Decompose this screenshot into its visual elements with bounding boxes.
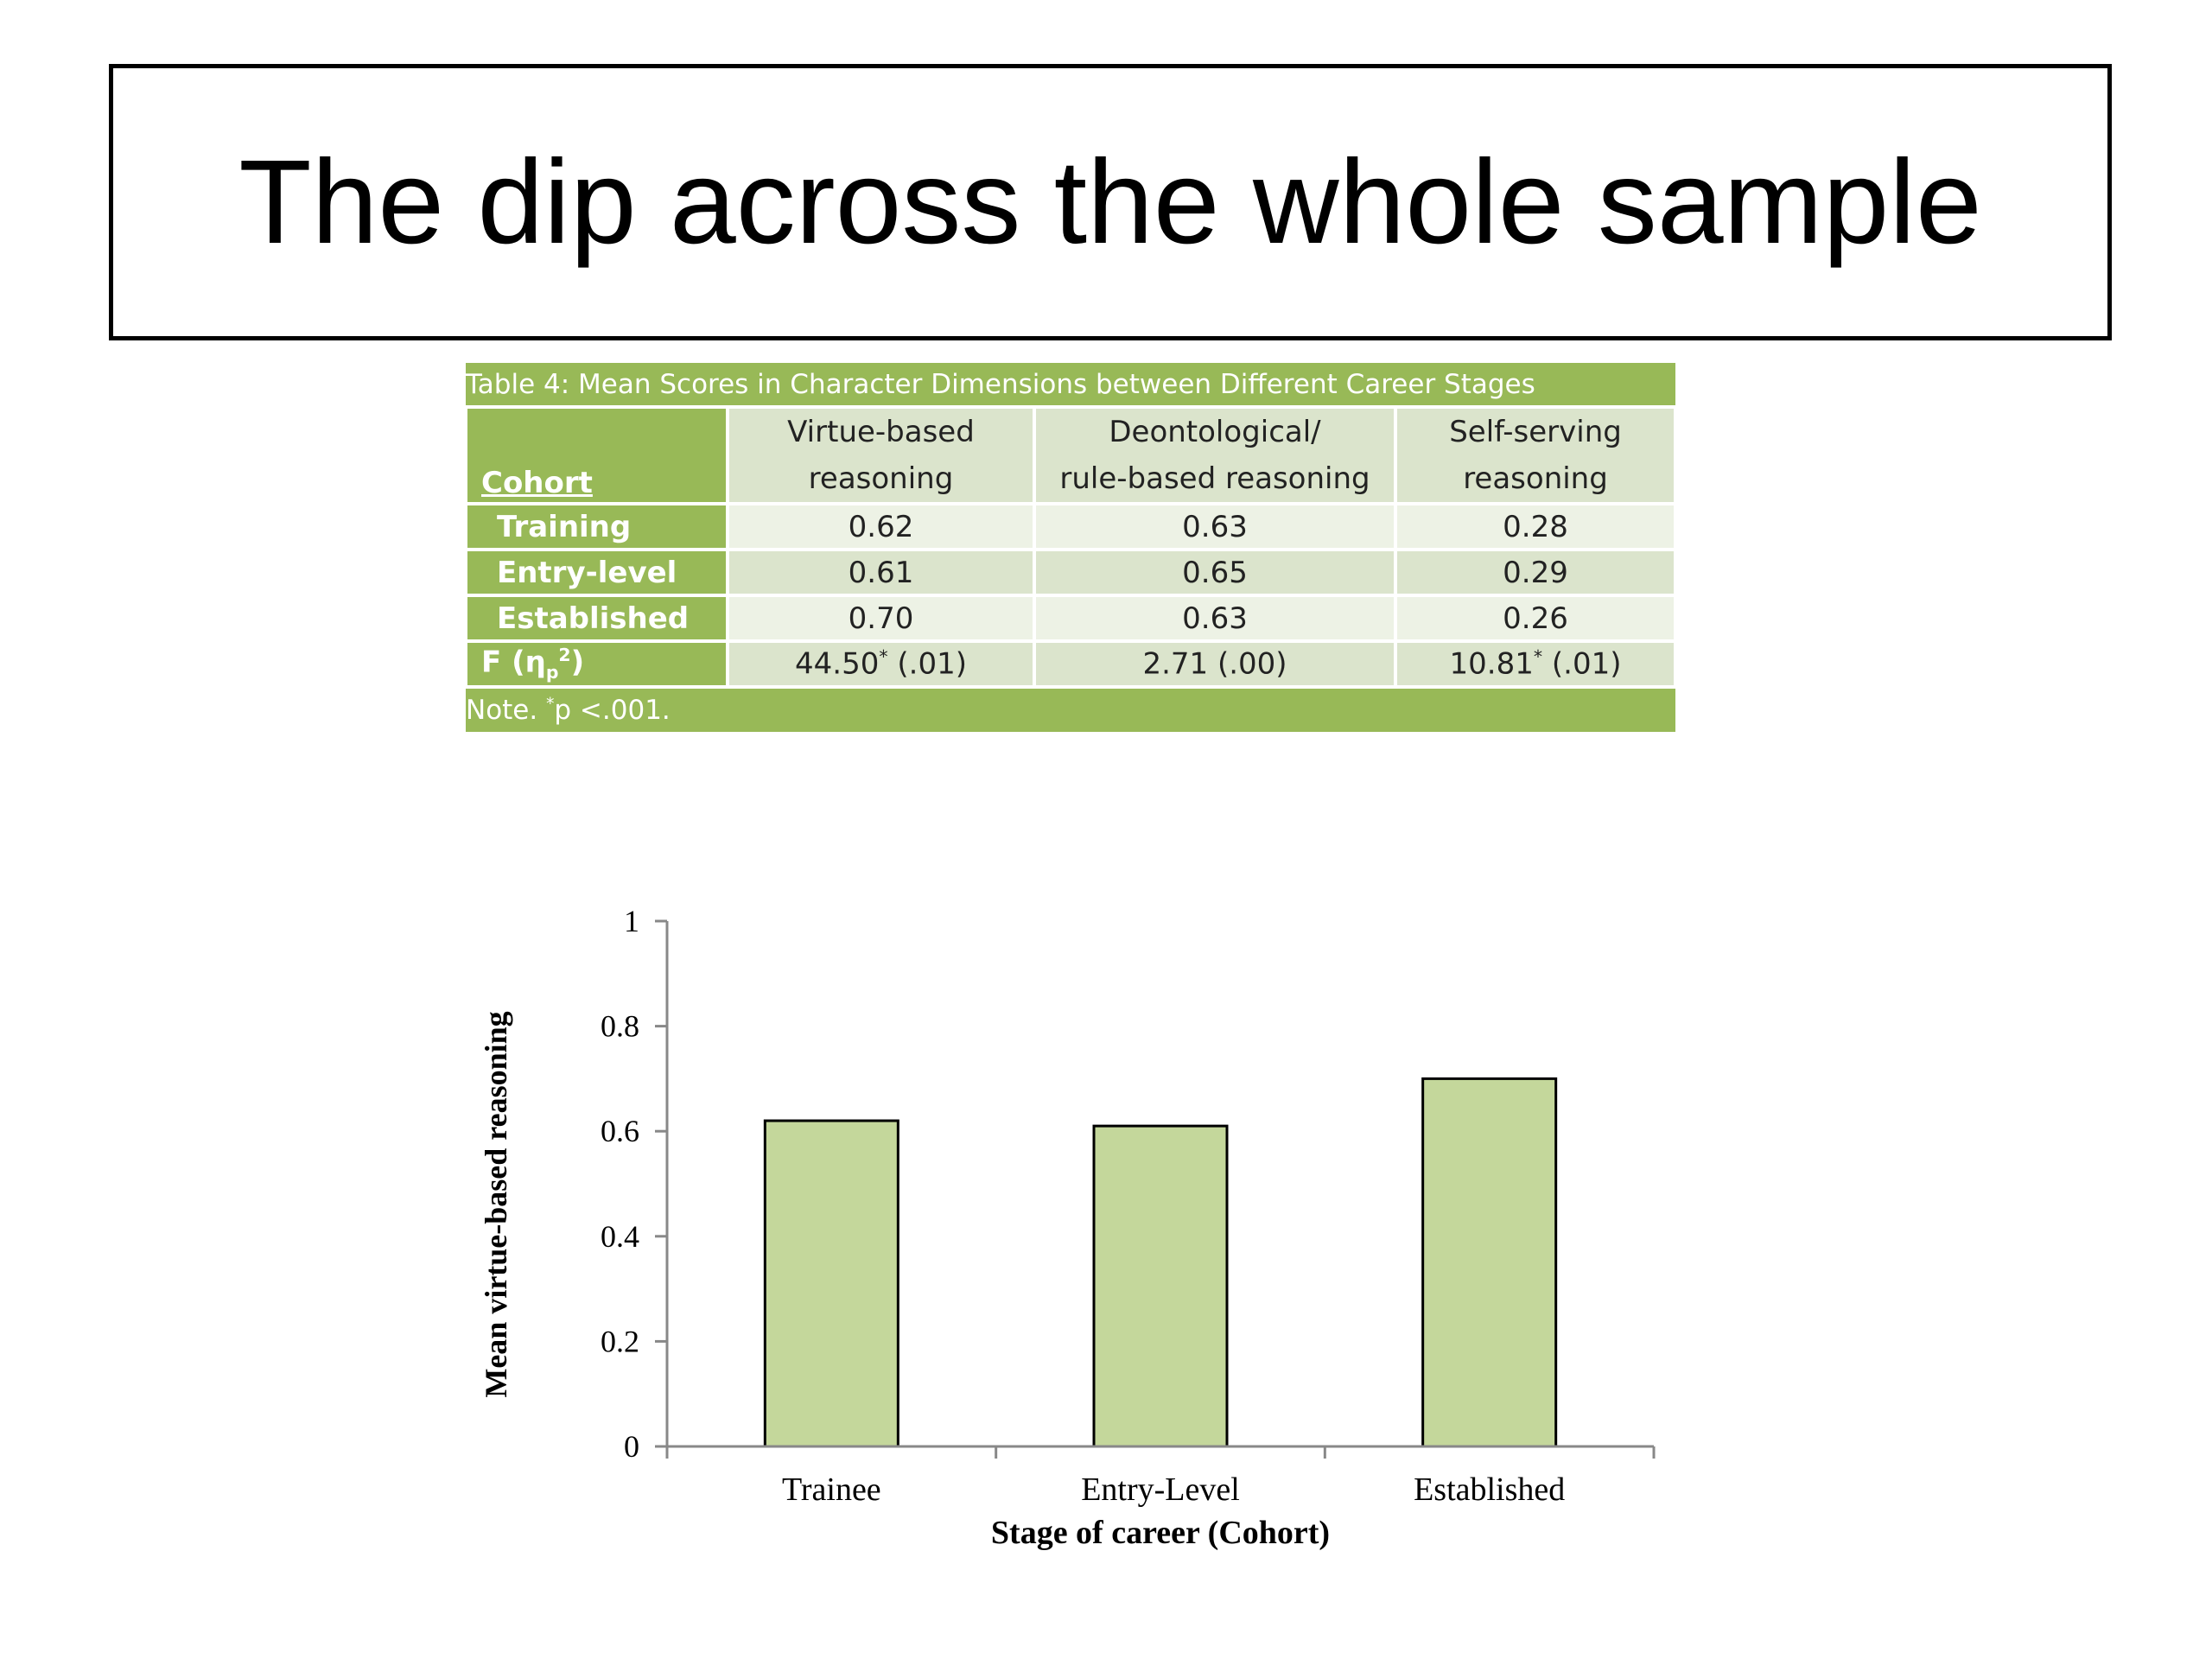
f-statistic-row: F (ηp2) 44.50* (.01) 2.71 (.00) 10.81* (… [464, 639, 1678, 689]
column-header-line: Self-serving [1449, 415, 1622, 449]
f-label-sub: p [545, 662, 559, 683]
table-row: Training 0.62 0.63 0.28 [464, 502, 1678, 551]
table-note-row: Note. *p <.001. [466, 685, 1676, 732]
column-header-line: reasoning [808, 461, 954, 496]
table-cell: 0.28 [1393, 502, 1678, 551]
table-header-row: Cohort Virtue-based reasoning Deontologi… [464, 407, 1678, 505]
table-note: Note. *p <.001. [466, 685, 1676, 732]
column-header-deontological: Deontological/ rule-based reasoning [1033, 407, 1397, 505]
table-cell: 0.63 [1033, 594, 1397, 643]
x-tick-label: Trainee [782, 1471, 881, 1508]
f-value: 44.50 [795, 646, 880, 682]
bars-group [763, 1077, 1558, 1448]
column-header-line: Virtue-based [787, 415, 975, 449]
table-cell: 0.61 [726, 548, 1036, 597]
bar-established [1421, 1077, 1558, 1448]
table-cell: 0.65 [1033, 548, 1397, 597]
significance-mark: * [1533, 646, 1543, 668]
note-mark: * [546, 695, 555, 714]
table-cell: 0.29 [1393, 548, 1678, 597]
column-header-virtue: Virtue-based reasoning [726, 407, 1036, 505]
f-label-sup: 2 [558, 645, 571, 666]
table-caption: Table 4: Mean Scores in Character Dimens… [466, 363, 1676, 409]
row-label: Training [464, 502, 729, 551]
table-row: Entry-level 0.61 0.65 0.29 [464, 548, 1678, 597]
y-ticks-group: 0 0.2 0.4 0.6 0.8 1 [601, 904, 667, 1464]
table-cell: 0.63 [1033, 502, 1397, 551]
f-statistic-label: F (ηp2) [464, 639, 729, 689]
bar-entry-level [1092, 1124, 1229, 1448]
y-tick-label: 0.8 [601, 1009, 639, 1044]
row-label: Established [464, 594, 729, 643]
y-tick-label: 0 [624, 1429, 639, 1464]
row-label: Entry-level [464, 548, 729, 597]
f-label-end: ) [570, 645, 585, 680]
y-axis-label: Mean virtue-based reasoning [479, 1011, 513, 1397]
y-tick-label: 0.2 [601, 1324, 639, 1358]
table-cell: 0.70 [726, 594, 1036, 643]
x-ticks-group: Trainee Entry-Level Established [665, 1446, 1656, 1508]
f-label-main: F (η [481, 645, 546, 680]
effect-size: (.01) [887, 646, 967, 682]
bar-chart: 0 0.2 0.4 0.6 0.8 1 Trainee Entry-Level Establi… [479, 904, 1656, 1551]
table-cell: 0.26 [1393, 594, 1678, 643]
column-header-line: reasoning [1463, 461, 1608, 496]
effect-size: (.01) [1542, 646, 1622, 682]
f-cell: 2.71 (.00) [1033, 639, 1397, 689]
significance-mark: * [879, 646, 888, 668]
f-value: 2.71 (.00) [1142, 646, 1287, 682]
column-header-line: rule-based reasoning [1059, 461, 1370, 496]
y-tick-label: 0.6 [601, 1114, 639, 1148]
table-cell: 0.62 [726, 502, 1036, 551]
y-tick-label: 1 [624, 904, 639, 938]
bar-trainee [763, 1119, 899, 1448]
mean-scores-table: Table 4: Mean Scores in Character Dimens… [464, 363, 1678, 732]
x-axis-label: Stage of career (Cohort) [991, 1515, 1330, 1551]
cohort-header: Cohort [464, 407, 729, 505]
f-cell: 10.81* (.01) [1393, 639, 1678, 689]
note-text: p <.001. [554, 695, 671, 726]
slide-title-box: The dip across the whole sample [109, 64, 2112, 340]
column-header-self-serving: Self-serving reasoning [1393, 407, 1678, 505]
column-header-line: Deontological/ [1109, 415, 1321, 449]
x-tick-label: Established [1414, 1471, 1565, 1508]
f-cell: 44.50* (.01) [726, 639, 1036, 689]
y-tick-label: 0.4 [601, 1219, 639, 1254]
note-prefix: Note. [466, 695, 547, 726]
table-caption-row: Table 4: Mean Scores in Character Dimens… [466, 363, 1676, 409]
x-tick-label: Entry-Level [1081, 1471, 1240, 1508]
f-value: 10.81 [1449, 646, 1534, 682]
table-row: Established 0.70 0.63 0.26 [464, 594, 1678, 643]
slide-title: The dip across the whole sample [238, 135, 1982, 269]
